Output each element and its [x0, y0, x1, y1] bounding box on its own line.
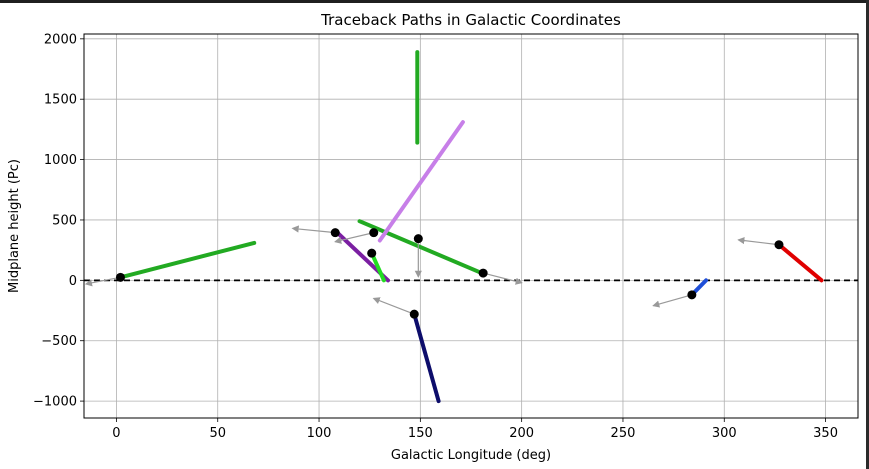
traceback-path-line — [776, 242, 824, 283]
y-axis-label: Midplane height (Pc) — [7, 159, 22, 293]
y-tick-label: 1000 — [44, 153, 77, 168]
y-tick-label: 1500 — [44, 93, 77, 108]
y-tick-label: 2000 — [44, 32, 77, 47]
velocity-arrow — [652, 294, 693, 308]
start-point — [687, 290, 697, 300]
start-point — [330, 228, 340, 238]
x-tick-label: 100 — [307, 426, 332, 441]
start-point — [409, 309, 419, 319]
plot-area — [84, 50, 858, 404]
x-tick-label: 50 — [209, 426, 226, 441]
velocity-arrow — [291, 225, 336, 234]
velocity-arrow — [334, 232, 374, 244]
x-tick-label: 0 — [112, 426, 120, 441]
velocity-arrow — [84, 276, 121, 287]
x-tick-label: 250 — [611, 426, 636, 441]
x-tick-label: 350 — [813, 426, 838, 441]
traceback-path-line — [357, 219, 486, 276]
velocity-arrow — [372, 297, 415, 315]
x-tick-label: 300 — [712, 426, 737, 441]
traceback-path-line — [377, 120, 465, 243]
x-axis-label: Galactic Longitude (deg) — [391, 448, 551, 463]
y-tick-label: 0 — [69, 274, 77, 289]
velocity-arrow — [483, 272, 523, 285]
start-point — [115, 272, 125, 282]
x-tick-label: 150 — [408, 426, 433, 441]
start-point — [369, 228, 379, 238]
velocity-arrow — [737, 237, 780, 246]
traceback-path-line — [412, 312, 441, 404]
y-tick-label: −1000 — [33, 395, 77, 410]
traceback-path-line — [369, 251, 386, 283]
y-tick-label: −500 — [41, 334, 77, 349]
traceback-path-line — [118, 240, 257, 280]
plot-frame — [83, 33, 859, 419]
y-tick-label: 500 — [52, 213, 77, 228]
axis-ticks: 0 50 100 150 200 250 300 350 −1000 −500 0 500 1000 15… — [33, 32, 838, 441]
start-point — [478, 268, 488, 278]
grid — [84, 34, 858, 418]
start-point — [774, 240, 784, 250]
start-point — [367, 248, 377, 258]
start-point — [413, 234, 423, 244]
x-tick-label: 200 — [509, 426, 534, 441]
chart-title: Traceback Paths in Galactic Coordinates — [320, 11, 621, 29]
window-right-border — [866, 0, 869, 469]
window-top-border — [0, 0, 869, 3]
